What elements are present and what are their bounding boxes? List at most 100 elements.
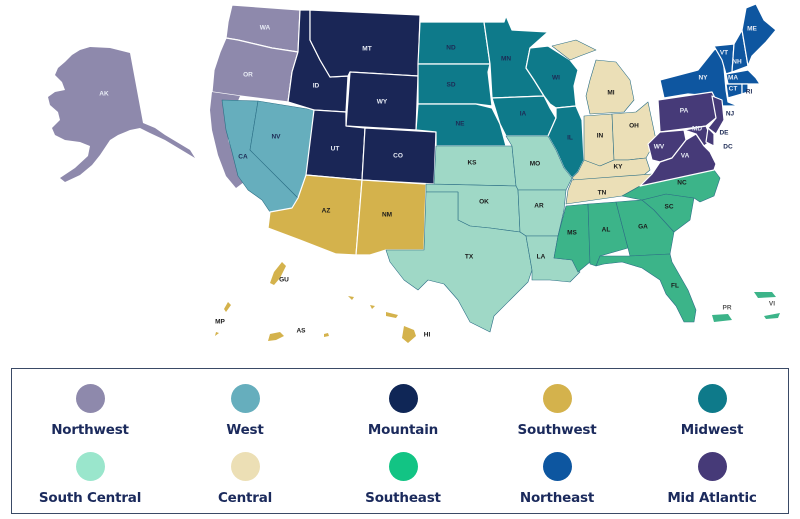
label-nh: NH xyxy=(732,59,742,66)
territory-vi[interactable] xyxy=(754,292,780,319)
state-hi[interactable] xyxy=(348,296,416,343)
label-gu: GU xyxy=(279,277,289,284)
region-northwest xyxy=(48,4,301,188)
label-az: AZ xyxy=(322,208,331,215)
region-southeast xyxy=(553,169,780,323)
legend-label: Midwest xyxy=(680,422,744,438)
label-dc: DC xyxy=(723,144,733,151)
legend-swatch xyxy=(388,452,418,481)
label-md: MD xyxy=(692,126,702,133)
state-nc[interactable] xyxy=(621,169,721,203)
state-de[interactable] xyxy=(705,127,715,147)
label-vi: VI xyxy=(769,301,775,308)
legend-item-northwest: Northwest xyxy=(20,384,160,438)
region-mountain xyxy=(287,9,437,185)
label-wa: WA xyxy=(260,25,271,32)
label-wv: WV xyxy=(654,144,665,151)
label-as: AS xyxy=(296,328,306,335)
label-ak: AK xyxy=(99,91,109,98)
label-co: CO xyxy=(393,153,403,160)
legend-label: Mountain xyxy=(367,422,439,438)
state-me[interactable] xyxy=(741,3,777,67)
territory-as[interactable] xyxy=(268,332,329,341)
legend-item-central: Central xyxy=(175,452,315,506)
region-northeast xyxy=(659,3,777,107)
label-wy: WY xyxy=(377,99,388,106)
region-south-central xyxy=(385,135,581,333)
label-ri: RI xyxy=(746,89,753,96)
territory-gu[interactable] xyxy=(270,262,286,285)
label-va: VA xyxy=(681,153,690,160)
label-il: IL xyxy=(567,135,573,142)
state-mo[interactable] xyxy=(505,135,573,191)
legend-item-midwest: Midwest xyxy=(642,384,782,438)
label-in: IN xyxy=(597,133,604,140)
state-va[interactable] xyxy=(639,133,717,187)
state-ny[interactable] xyxy=(659,45,739,107)
state-in[interactable] xyxy=(583,113,615,169)
label-ms: MS xyxy=(567,230,577,237)
label-sc: SC xyxy=(664,204,673,211)
legend-swatch xyxy=(542,384,572,413)
state-ar[interactable] xyxy=(517,189,567,237)
state-nj[interactable] xyxy=(707,95,725,135)
region-southwest xyxy=(215,174,427,343)
state-mt[interactable] xyxy=(309,9,421,78)
label-ia: IA xyxy=(520,111,527,118)
label-nd: ND xyxy=(446,45,456,52)
legend-item-mid-atlantic: Mid Atlantic xyxy=(642,452,782,506)
region-central xyxy=(551,39,657,205)
legend-swatch xyxy=(697,452,727,481)
legend-item-west: West xyxy=(175,384,315,438)
label-tn: TN xyxy=(598,190,607,197)
state-tx[interactable] xyxy=(385,191,533,333)
region-west xyxy=(221,99,315,213)
label-ga: GA xyxy=(638,224,648,231)
label-la: LA xyxy=(537,254,546,261)
legend-swatch xyxy=(542,452,572,481)
label-ma: MA xyxy=(728,75,738,82)
legend-swatch xyxy=(230,452,260,481)
us-regions-map: AK WA OR CA NV ID MT WY UT CO AZ NM ND S… xyxy=(48,3,780,343)
label-al: AL xyxy=(602,227,611,234)
label-vt: VT xyxy=(720,50,728,57)
legend-label: Southeast xyxy=(365,490,441,506)
label-nm: NM xyxy=(382,212,392,219)
state-ak[interactable] xyxy=(48,47,195,182)
legend-swatch xyxy=(75,452,105,481)
territory-mp[interactable] xyxy=(215,302,231,336)
region-mid-atlantic xyxy=(639,91,725,187)
state-fl[interactable] xyxy=(595,253,697,323)
label-sd: SD xyxy=(446,82,455,89)
legend-item-mountain: Mountain xyxy=(333,384,473,438)
legend-swatch xyxy=(75,384,105,413)
label-de: DE xyxy=(719,130,729,137)
state-nd[interactable] xyxy=(417,21,491,65)
region-midwest xyxy=(415,15,585,179)
label-ne: NE xyxy=(455,121,465,128)
legend-label: Central xyxy=(217,490,273,506)
label-nj: NJ xyxy=(726,111,735,118)
territory-pr[interactable] xyxy=(712,314,732,322)
label-oh: OH xyxy=(629,123,639,130)
state-labels: AK WA OR CA NV ID MT WY UT CO AZ NM ND S… xyxy=(99,25,775,339)
legend-label: Northeast xyxy=(519,490,595,506)
label-mi: MI xyxy=(607,90,614,97)
label-tx: TX xyxy=(465,254,474,261)
label-pa: PA xyxy=(680,108,689,115)
label-ar: AR xyxy=(534,203,544,210)
label-ct: CT xyxy=(729,86,738,93)
state-ri[interactable] xyxy=(741,83,749,95)
region-legend: Northwest West Mountain Southwest Midwes… xyxy=(11,368,789,514)
legend-label: Northwest xyxy=(51,422,129,438)
label-id: ID xyxy=(313,83,320,90)
label-mn: MN xyxy=(501,56,511,63)
state-mi[interactable] xyxy=(551,39,635,115)
legend-item-southwest: Southwest xyxy=(487,384,627,438)
label-ca: CA xyxy=(238,154,248,161)
label-nv: NV xyxy=(271,134,281,141)
legend-swatch xyxy=(388,384,418,413)
label-ks: KS xyxy=(467,160,477,167)
label-ok: OK xyxy=(479,199,489,206)
label-ut: UT xyxy=(331,146,340,153)
